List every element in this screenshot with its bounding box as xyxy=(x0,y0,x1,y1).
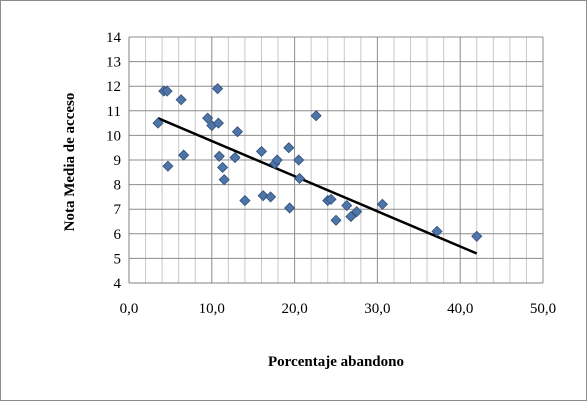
data-point xyxy=(218,174,230,186)
data-point xyxy=(213,150,225,162)
data-point xyxy=(376,198,388,210)
data-point xyxy=(175,94,187,106)
y-tick-label: 11 xyxy=(107,104,121,120)
data-point xyxy=(284,202,296,214)
data-point xyxy=(162,160,174,172)
data-point xyxy=(471,230,483,242)
x-tick-labels: 0,0 10,0 20,0 30,0 40,0 50,0 xyxy=(120,301,557,317)
x-tick-label: 10,0 xyxy=(199,301,225,317)
data-point xyxy=(351,206,363,218)
y-tick-label: 9 xyxy=(114,153,122,169)
data-point xyxy=(293,154,305,166)
y-tick-label: 5 xyxy=(114,251,122,267)
data-point xyxy=(202,112,214,124)
x-tick-label: 50,0 xyxy=(530,301,556,317)
data-points xyxy=(152,83,483,242)
data-point xyxy=(345,211,357,223)
y-tick-label: 13 xyxy=(106,55,121,71)
trendline xyxy=(157,117,478,255)
y-tick-label: 7 xyxy=(114,202,122,218)
data-point xyxy=(229,151,241,164)
major-gridlines xyxy=(128,36,544,284)
y-tick-label: 14 xyxy=(106,30,122,46)
data-point xyxy=(178,149,190,161)
trendline-group xyxy=(157,117,478,255)
data-point xyxy=(283,142,295,154)
data-point xyxy=(271,154,283,166)
data-point xyxy=(341,199,353,212)
y-axis-title: Nota Media de acceso xyxy=(62,93,78,232)
data-point xyxy=(212,117,224,129)
y-tick-label: 8 xyxy=(114,178,122,194)
y-tick-labels: 4 5 6 7 8 9 10 11 12 13 14 xyxy=(106,30,122,292)
axes xyxy=(128,37,543,284)
data-point xyxy=(294,172,306,185)
x-axis-title: Porcentaje abandono xyxy=(268,354,404,370)
x-tick-label: 30,0 xyxy=(364,301,390,317)
data-point xyxy=(161,85,173,97)
data-point xyxy=(152,117,164,129)
data-point xyxy=(255,145,268,157)
y-tick-label: 10 xyxy=(106,128,121,144)
data-point xyxy=(325,193,337,205)
data-point xyxy=(330,214,342,226)
x-tick-label: 40,0 xyxy=(447,301,473,317)
y-tick-label: 6 xyxy=(114,227,122,243)
data-point xyxy=(216,161,229,173)
x-tick-label: 0,0 xyxy=(120,301,139,317)
y-tick-label: 12 xyxy=(106,79,121,95)
y-tick-label: 4 xyxy=(114,276,122,292)
data-point xyxy=(239,195,251,207)
data-point xyxy=(212,83,224,95)
data-point xyxy=(257,190,269,202)
x-tick-label: 20,0 xyxy=(281,301,307,317)
data-point xyxy=(231,126,244,138)
data-point xyxy=(431,225,443,237)
data-point xyxy=(310,110,322,122)
data-point xyxy=(265,191,277,203)
